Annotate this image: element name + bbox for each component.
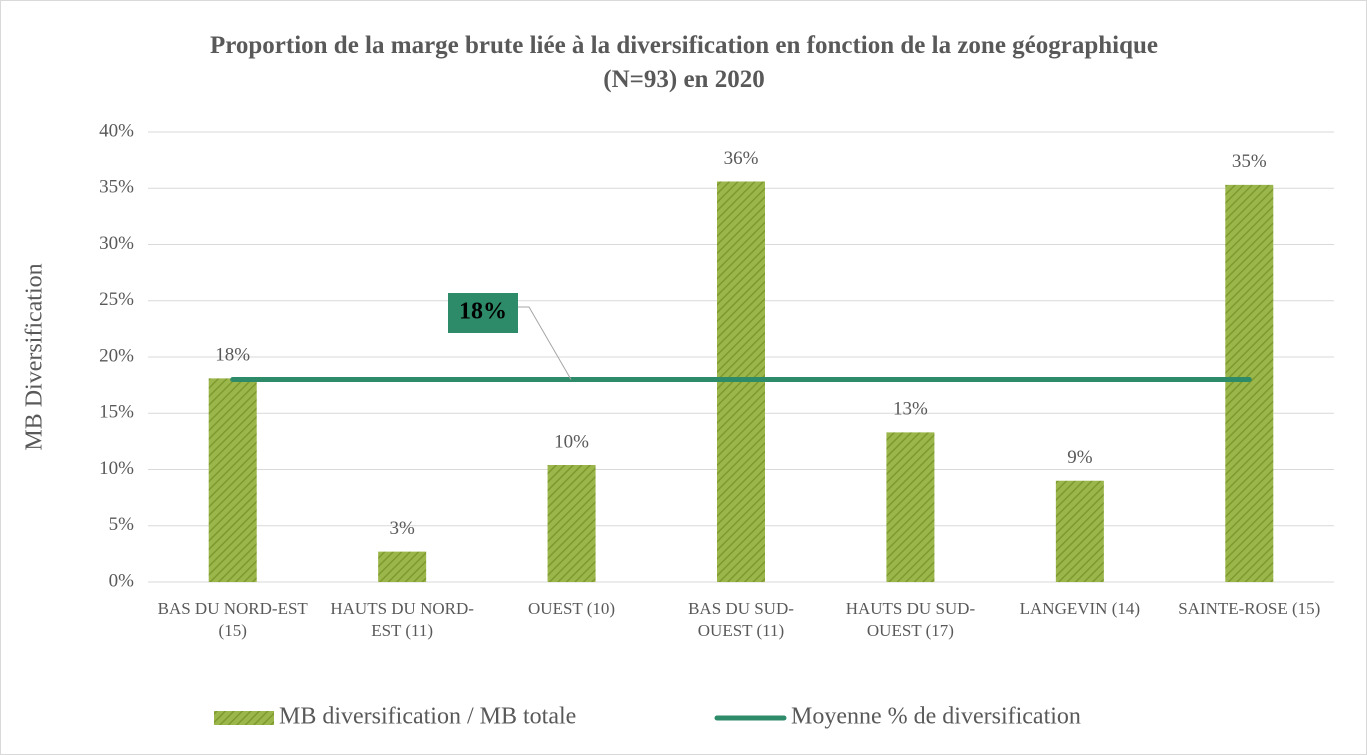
x-tick-label: SAINTE-ROSE (15) (1178, 599, 1321, 618)
bar (886, 432, 935, 582)
chart-title: Proportion de la marge brute liée à la d… (209, 32, 1159, 93)
y-tick-label: 10% (99, 458, 134, 479)
x-tick-label: HAUTS DU NORD-EST (11) (330, 599, 474, 640)
data-label: 9% (1067, 447, 1093, 468)
x-tick-label: BAS DU NORD-EST (15) (157, 599, 308, 640)
legend-label: MB diversification / MB totale (279, 704, 576, 730)
bar (378, 551, 427, 582)
annotation-leader (518, 306, 572, 380)
annotation-box (448, 293, 518, 333)
data-label: 3% (389, 518, 415, 539)
data-label: 13% (893, 399, 928, 420)
y-tick-label: 30% (99, 233, 134, 254)
legend-label: Moyenne % de diversification (791, 704, 1081, 730)
data-label: 10% (554, 431, 589, 452)
y-axis-title: MB Diversification (22, 263, 48, 450)
data-label: 36% (724, 148, 759, 169)
y-tick-label: 35% (99, 177, 134, 198)
y-tick-label: 25% (99, 289, 134, 310)
data-label: 35% (1232, 151, 1267, 172)
y-tick-label: 15% (99, 402, 134, 423)
y-tick-label: 20% (99, 345, 134, 366)
legend-swatch (214, 711, 274, 725)
x-tick-label: OUEST (10) (528, 599, 616, 618)
y-tick-label: 5% (109, 514, 135, 535)
data-label: 18% (215, 345, 250, 366)
annotation-label: 18% (459, 299, 507, 325)
bar (1225, 184, 1274, 582)
bar (208, 378, 257, 582)
x-tick-label: BAS DU SUD-OUEST (11) (688, 599, 794, 640)
bar (547, 465, 596, 582)
x-tick-label: HAUTS DU SUD-OUEST (17) (845, 599, 976, 640)
bar (1055, 480, 1104, 582)
x-tick-label: LANGEVIN (14) (1019, 599, 1141, 618)
y-tick-label: 40% (99, 120, 134, 141)
y-tick-label: 0% (109, 570, 135, 591)
